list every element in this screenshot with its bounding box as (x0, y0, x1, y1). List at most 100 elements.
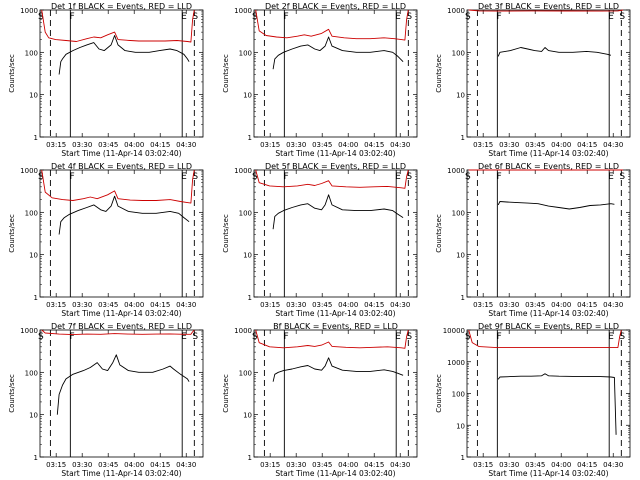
y-tick-label: 1000 (20, 7, 38, 15)
lld-series-line (41, 9, 195, 43)
x-tick-label: 03:15 (260, 461, 280, 469)
x-tick-label: 03:15 (260, 301, 280, 309)
panel-title: Bf BLACK = Events, RED = LLD (273, 322, 398, 331)
x-tick-label: 03:30 (499, 141, 519, 149)
marker-label: S (252, 172, 258, 182)
y-tick-label: 10 (29, 252, 38, 260)
y-tick-label: 1 (34, 454, 38, 462)
marker-label: S (38, 172, 44, 182)
x-tick-label: 03:15 (46, 461, 66, 469)
panel-3: Det 3f BLACK = Events, RED = LLD 1 10 100 10… (435, 2, 631, 158)
panel-title: Det 2f BLACK = Events, RED = LLD (265, 2, 406, 11)
x-tick-label: 04:15 (364, 461, 384, 469)
panel-9: Det 9f BLACK = Events, RED = LLD 1 10 100 10… (435, 322, 631, 478)
lld-series-line (41, 329, 195, 336)
y-tick-label: 100 (452, 391, 465, 399)
y-tick-label: 100 (25, 49, 38, 57)
panel-2: Det 2f BLACK = Events, RED = LLD 1 10 100 10… (222, 2, 418, 158)
y-axis-label: Counts/sec (8, 374, 16, 413)
x-tick-label: 04:30 (390, 141, 410, 149)
y-tick-label: 100 (25, 369, 38, 377)
panel-7: Det 7f BLACK = Events, RED = LLD 1 10 100 10… (8, 322, 204, 478)
x-axis-label: Start Time (11-Apr-14 03:02:40) (61, 469, 181, 478)
lld-series-line (468, 9, 624, 12)
y-tick-label: 1000 (447, 7, 465, 15)
x-tick-label: 04:30 (176, 301, 196, 309)
x-tick-label: 04:00 (338, 461, 358, 469)
plot-frame (253, 9, 418, 138)
marker-label: S (619, 332, 625, 342)
x-tick-label: 03:45 (312, 141, 332, 149)
panel-title: Det 3f BLACK = Events, RED = LLD (478, 2, 619, 11)
y-tick-label: 1000 (20, 327, 38, 335)
lld-series-line (255, 169, 409, 189)
marker-label: F (283, 332, 288, 342)
events-series-line (58, 35, 190, 75)
plot-frame (466, 329, 631, 458)
marker-label: F (283, 172, 288, 182)
marker-label: S (252, 12, 258, 22)
y-axis-label: Counts/sec (222, 374, 230, 413)
y-tick-label: 10 (456, 422, 465, 430)
events-series-line (272, 36, 404, 70)
y-axis-label: Counts/sec (8, 214, 16, 253)
marker-label: E (181, 12, 187, 22)
marker-label: F (283, 12, 288, 22)
y-tick-label: 10 (243, 252, 252, 260)
marker-label: F (496, 12, 501, 22)
x-tick-label: 03:15 (46, 301, 66, 309)
y-tick-label: 10 (29, 412, 38, 420)
panel-1: Det 1f BLACK = Events, RED = LLD 1 10 100 10… (8, 2, 204, 158)
y-tick-label: 10 (29, 92, 38, 100)
x-tick-label: 04:00 (124, 301, 144, 309)
marker-label: E (181, 172, 187, 182)
events-series-line (272, 194, 404, 230)
x-tick-label: 04:30 (390, 301, 410, 309)
marker-label: E (181, 332, 187, 342)
x-axis-label: Start Time (11-Apr-14 03:02:40) (275, 309, 395, 318)
panel-title: Det 1f BLACK = Events, RED = LLD (51, 2, 192, 11)
marker-label: F (69, 332, 74, 342)
x-tick-label: 03:45 (312, 461, 332, 469)
x-tick-label: 04:15 (150, 141, 170, 149)
plot-frame (253, 329, 418, 458)
panel-4: Det 4f BLACK = Events, RED = LLD 1 10 100 10… (8, 162, 204, 318)
x-axis-label: Start Time (11-Apr-14 03:02:40) (61, 149, 181, 158)
x-tick-label: 04:15 (577, 301, 597, 309)
marker-label: F (69, 12, 74, 22)
panel-8: Bf BLACK = Events, RED = LLD 1 10 100 1000 03… (222, 322, 418, 478)
y-tick-label: 1000 (20, 167, 38, 175)
panel-title: Det 5f BLACK = Events, RED = LLD (265, 162, 406, 171)
marker-label: S (406, 332, 412, 342)
marker-label: S (192, 332, 198, 342)
x-axis-label: Start Time (11-Apr-14 03:02:40) (275, 469, 395, 478)
y-tick-label: 1000 (447, 359, 465, 367)
y-tick-label: 1000 (234, 327, 252, 335)
events-series-line (497, 201, 615, 210)
y-axis-label: Counts/sec (435, 374, 443, 413)
marker-label: E (395, 172, 401, 182)
x-tick-label: 03:30 (286, 301, 306, 309)
events-series-line (58, 195, 190, 235)
x-tick-label: 03:15 (473, 461, 493, 469)
marker-label: E (395, 332, 401, 342)
x-tick-label: 04:30 (603, 141, 623, 149)
y-tick-label: 1 (34, 294, 38, 302)
plot-frame (39, 329, 204, 458)
y-tick-label: 1 (248, 134, 252, 142)
marker-label: E (608, 332, 614, 342)
plot-frame (253, 169, 418, 298)
y-tick-label: 100 (239, 209, 252, 217)
y-tick-label: 10 (456, 252, 465, 260)
lld-series-line (255, 329, 409, 349)
x-tick-label: 03:15 (473, 301, 493, 309)
lld-series-line (41, 169, 195, 204)
x-tick-label: 03:45 (98, 461, 118, 469)
marker-label: S (465, 172, 471, 182)
y-tick-label: 1000 (234, 7, 252, 15)
x-tick-label: 04:15 (364, 301, 384, 309)
y-tick-label: 100 (239, 369, 252, 377)
y-axis-label: Counts/sec (435, 54, 443, 93)
x-tick-label: 04:00 (338, 301, 358, 309)
y-tick-label: 10 (456, 92, 465, 100)
